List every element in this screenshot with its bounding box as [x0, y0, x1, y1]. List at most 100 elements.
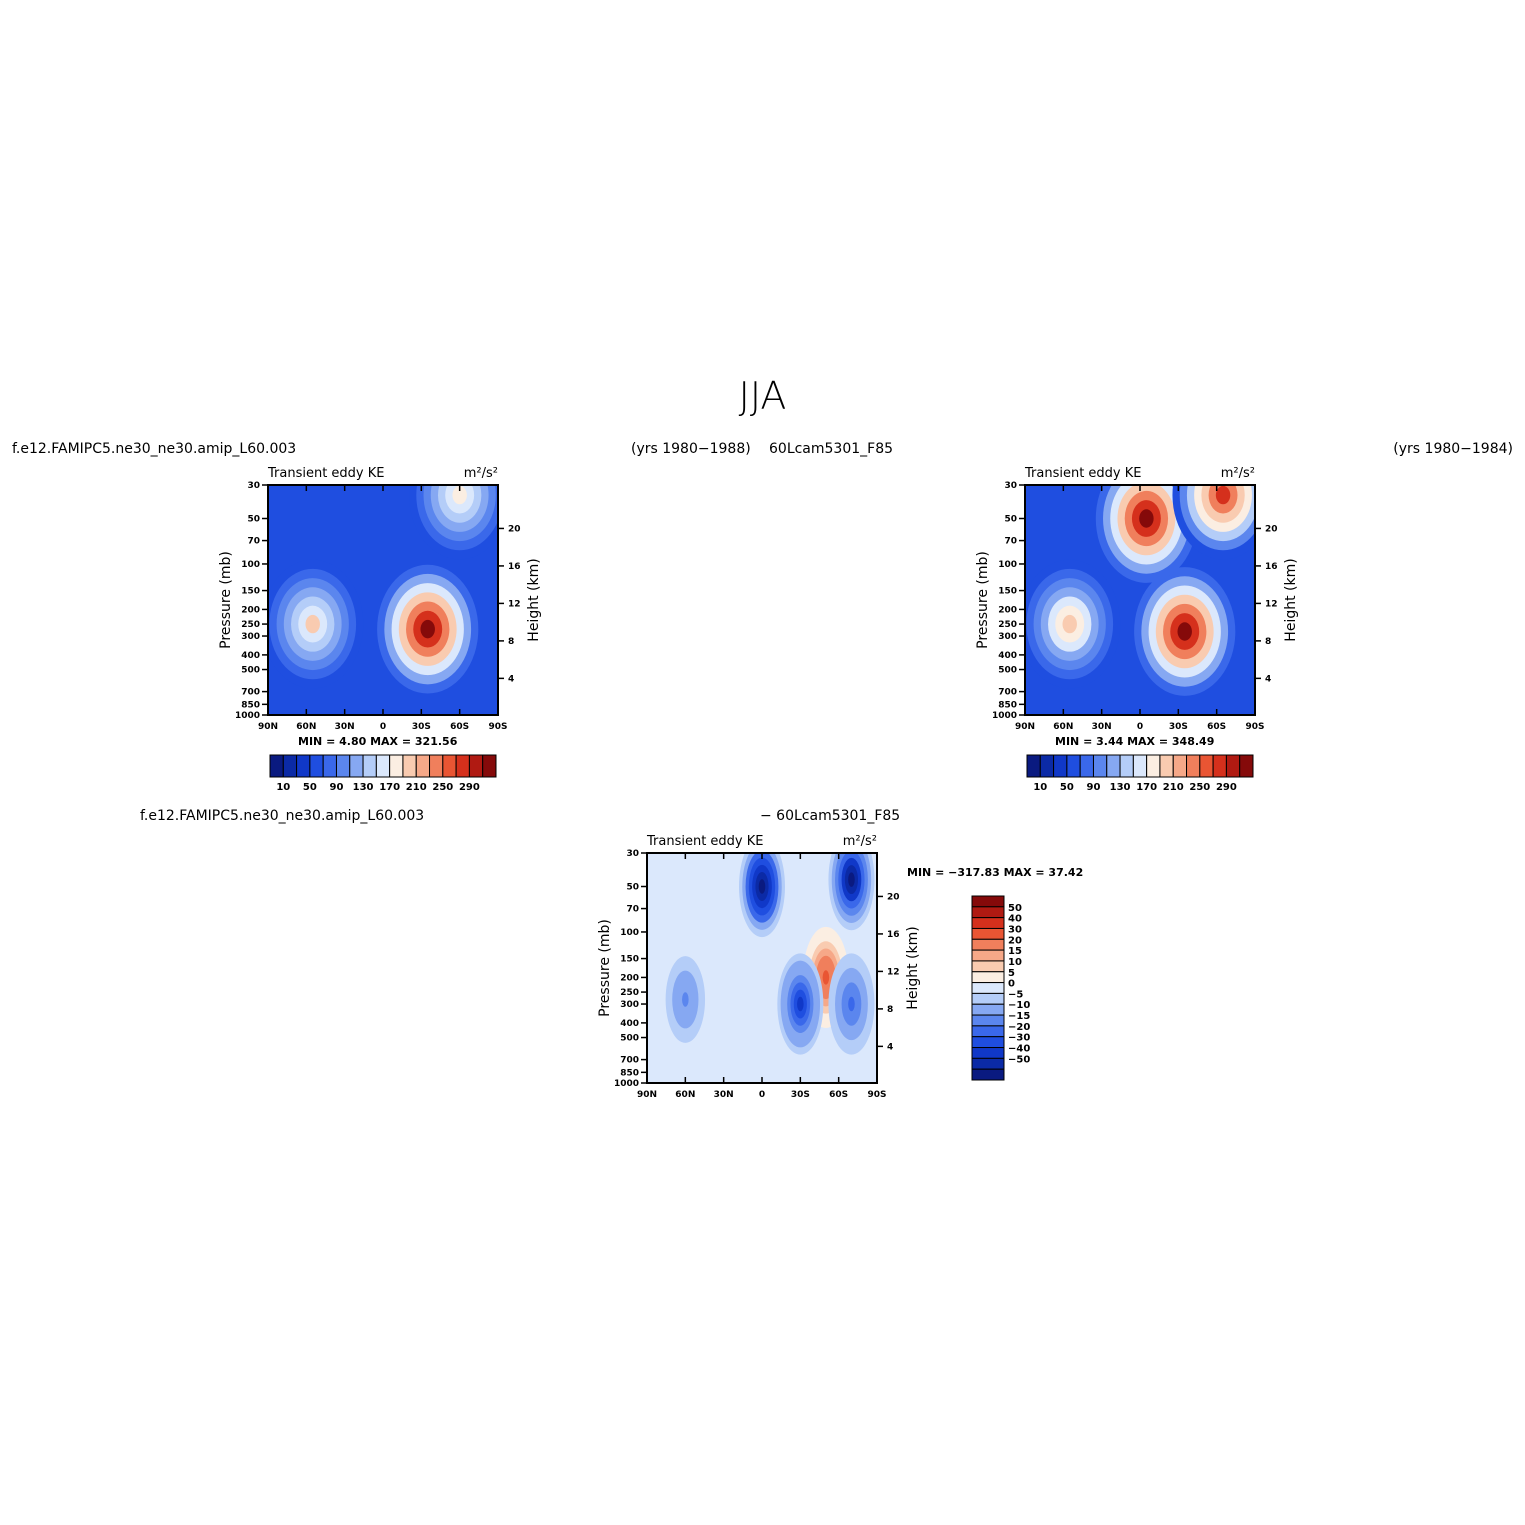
colorbar-label: 5 — [1008, 968, 1015, 979]
y-tick-label: 200 — [620, 973, 639, 983]
field-feature-0 — [305, 614, 320, 634]
colorbar-label: −15 — [1008, 1011, 1030, 1022]
y-axis-label: Pressure (mb) — [975, 551, 991, 649]
y-tick-label: 1000 — [992, 711, 1017, 721]
y-tick-label: 200 — [998, 605, 1017, 615]
colorbar-box — [282, 754, 298, 778]
colorbar-box — [1159, 754, 1174, 778]
colorbar-box — [971, 917, 1005, 929]
colorbar-box — [429, 754, 444, 778]
field-feature-0 — [1062, 614, 1077, 634]
y-tick-label: 150 — [620, 955, 639, 965]
y-tick-label: 850 — [998, 700, 1017, 710]
colorbar-label: −5 — [1008, 989, 1023, 1000]
y-tick-label: 100 — [241, 560, 260, 570]
y-right-axis-label: Height (km) — [526, 558, 542, 641]
y-tick-label: 150 — [241, 587, 260, 597]
colorbar-box — [971, 938, 1005, 951]
colorbar-label: 50 — [1008, 903, 1022, 914]
y-right-tick-label: 4 — [887, 1042, 893, 1052]
y-tick-label: 500 — [998, 666, 1017, 676]
colorbar-label: 250 — [432, 782, 453, 793]
y-tick-label: 700 — [998, 688, 1017, 698]
min-max-label: MIN = 4.80 MAX = 321.56 — [298, 735, 458, 748]
colorbar-label: 90 — [1087, 782, 1101, 793]
y-tick-label: 200 — [241, 605, 260, 615]
x-tick-label: 0 — [759, 1090, 765, 1100]
colorbar-label: −10 — [1008, 1000, 1030, 1011]
colorbar-box — [971, 960, 1005, 973]
x-tick-label: 60S — [829, 1090, 848, 1100]
colorbar-label: 90 — [330, 782, 344, 793]
colorbar-label: 30 — [1008, 924, 1022, 935]
colorbar-label: 20 — [1008, 935, 1022, 946]
colorbar-box — [349, 754, 364, 778]
field-feature-4 — [682, 992, 689, 1007]
y-tick-label: 70 — [247, 537, 260, 547]
x-tick-label: 60S — [1207, 722, 1226, 732]
y-right-tick-label: 12 — [1265, 599, 1278, 609]
field-layer — [1025, 485, 1255, 715]
y-tick-label: 50 — [626, 883, 639, 893]
colorbar-label: 15 — [1008, 946, 1022, 957]
colorbar-label: 210 — [1163, 782, 1184, 793]
colorbar-box — [971, 1057, 1005, 1070]
colorbar-box — [971, 906, 1005, 919]
colorbar-box — [482, 754, 497, 778]
x-tick-label: 90N — [1015, 722, 1035, 732]
y-tick-label: 70 — [1004, 537, 1017, 547]
colorbar-box — [1026, 754, 1041, 778]
colorbar-box — [415, 754, 431, 778]
y-right-axis-label: Height (km) — [1283, 558, 1299, 641]
case2-label: 60Lcam5301_F85 — [769, 441, 894, 457]
years2-label: (yrs 1980−1984) — [1393, 441, 1513, 457]
colorbar-label: 170 — [1136, 782, 1157, 793]
y-tick-label: 250 — [620, 988, 639, 998]
diff-case2-label: − 60Lcam5301_F85 — [760, 808, 901, 824]
colorbar-label: 50 — [1060, 782, 1074, 793]
field-feature-3 — [1215, 485, 1231, 505]
colorbar-box — [1039, 754, 1055, 778]
colorbar-box — [1199, 754, 1214, 778]
colorbar-box — [375, 754, 391, 778]
colorbar-box — [1066, 754, 1081, 778]
colorbar-label: 10 — [1033, 782, 1047, 793]
y-tick-label: 850 — [620, 1068, 639, 1078]
heatmap-panel-difference: 90N 60N 30N 0 30S 60S 90S305070100150200250300… — [597, 834, 1083, 1100]
colorbar-box — [1132, 754, 1148, 778]
y-tick-label: 400 — [620, 1019, 639, 1029]
colorbar-box — [455, 754, 470, 778]
y-tick-label: 250 — [998, 620, 1017, 630]
colorbar-label: 50 — [303, 782, 317, 793]
chart-subtitle: Transient eddy KE — [1024, 466, 1142, 481]
colorbar-box — [1106, 754, 1121, 778]
x-tick-label: 30N — [335, 722, 355, 732]
colorbar-box — [1239, 754, 1254, 778]
years1-label: (yrs 1980−1988) — [631, 441, 751, 457]
colorbar-box — [1186, 754, 1201, 778]
x-tick-label: 60N — [296, 722, 316, 732]
x-tick-label: 60N — [1053, 722, 1073, 732]
colorbar-box — [1053, 754, 1068, 778]
colorbar-box — [1212, 754, 1227, 778]
colorbar-box — [971, 992, 1005, 1005]
y-tick-label: 250 — [241, 620, 260, 630]
chart-subtitle: Transient eddy KE — [267, 466, 385, 481]
y-tick-label: 300 — [620, 1000, 639, 1010]
x-tick-label: 90S — [1245, 722, 1264, 732]
y-tick-label: 300 — [241, 632, 260, 642]
y-tick-label: 700 — [620, 1056, 639, 1066]
colorbar-label: 0 — [1008, 979, 1015, 990]
chart-units: m²/s² — [843, 834, 877, 849]
x-tick-label: 0 — [1137, 722, 1143, 732]
colorbar-box — [442, 754, 457, 778]
colorbar-label: 210 — [406, 782, 427, 793]
colorbar-box — [971, 1025, 1005, 1038]
x-tick-label: 30S — [412, 722, 431, 732]
colorbar-label: 250 — [1189, 782, 1210, 793]
y-axis-label: Pressure (mb) — [597, 919, 613, 1017]
colorbar-box — [971, 895, 1005, 908]
colorbar-box — [389, 754, 404, 778]
min-max-label: MIN = 3.44 MAX = 348.49 — [1055, 735, 1214, 748]
colorbar-box — [1092, 754, 1108, 778]
